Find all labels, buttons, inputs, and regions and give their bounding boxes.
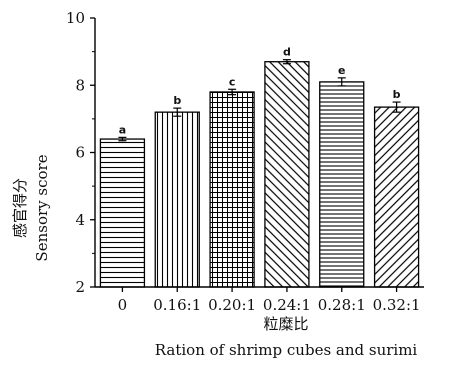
significance-letter-0: a bbox=[119, 123, 126, 136]
x-tick-label-2: 0.20:1 bbox=[208, 296, 256, 314]
y-tick-label-1: 4 bbox=[75, 211, 85, 229]
y-tick-label-3: 8 bbox=[75, 76, 85, 94]
x-tick-label-4: 0.28:1 bbox=[318, 296, 366, 314]
bar-5 bbox=[373, 106, 420, 288]
bar-0 bbox=[99, 138, 146, 288]
y-tick-label-0: 2 bbox=[75, 278, 85, 296]
bar-4 bbox=[319, 81, 365, 288]
significance-letter-4: e bbox=[338, 64, 345, 77]
x-tick-label-3: 0.24:1 bbox=[263, 296, 311, 314]
bar-3 bbox=[264, 61, 310, 288]
bar-2 bbox=[209, 91, 255, 288]
bar-1 bbox=[154, 111, 200, 288]
x-tick-label-5: 0.32:1 bbox=[373, 296, 421, 314]
significance-letter-3: d bbox=[283, 46, 291, 59]
y-axis-title-chinese: 感官得分 bbox=[11, 178, 29, 238]
x-axis-title-chinese: 粒糜比 bbox=[263, 315, 308, 333]
x-axis-title-english: Ration of shrimp cubes and surimi bbox=[155, 341, 418, 359]
y-tick-label-4: 10 bbox=[66, 9, 85, 27]
x-tick-label-1: 0.16:1 bbox=[153, 296, 201, 314]
x-tick-label-0: 0 bbox=[118, 296, 128, 314]
significance-letter-5: b bbox=[393, 88, 401, 101]
y-axis-title-english: Sensory score bbox=[33, 154, 51, 261]
significance-letter-2: c bbox=[229, 75, 236, 88]
y-tick-label-2: 6 bbox=[75, 144, 85, 162]
significance-letter-1: b bbox=[173, 94, 181, 107]
plot-area: a 0 b 0.16:1 c 0.20:1 d 0.24:1 e 0.28:1 b 0.32:1 2 4 6… bbox=[66, 9, 424, 314]
